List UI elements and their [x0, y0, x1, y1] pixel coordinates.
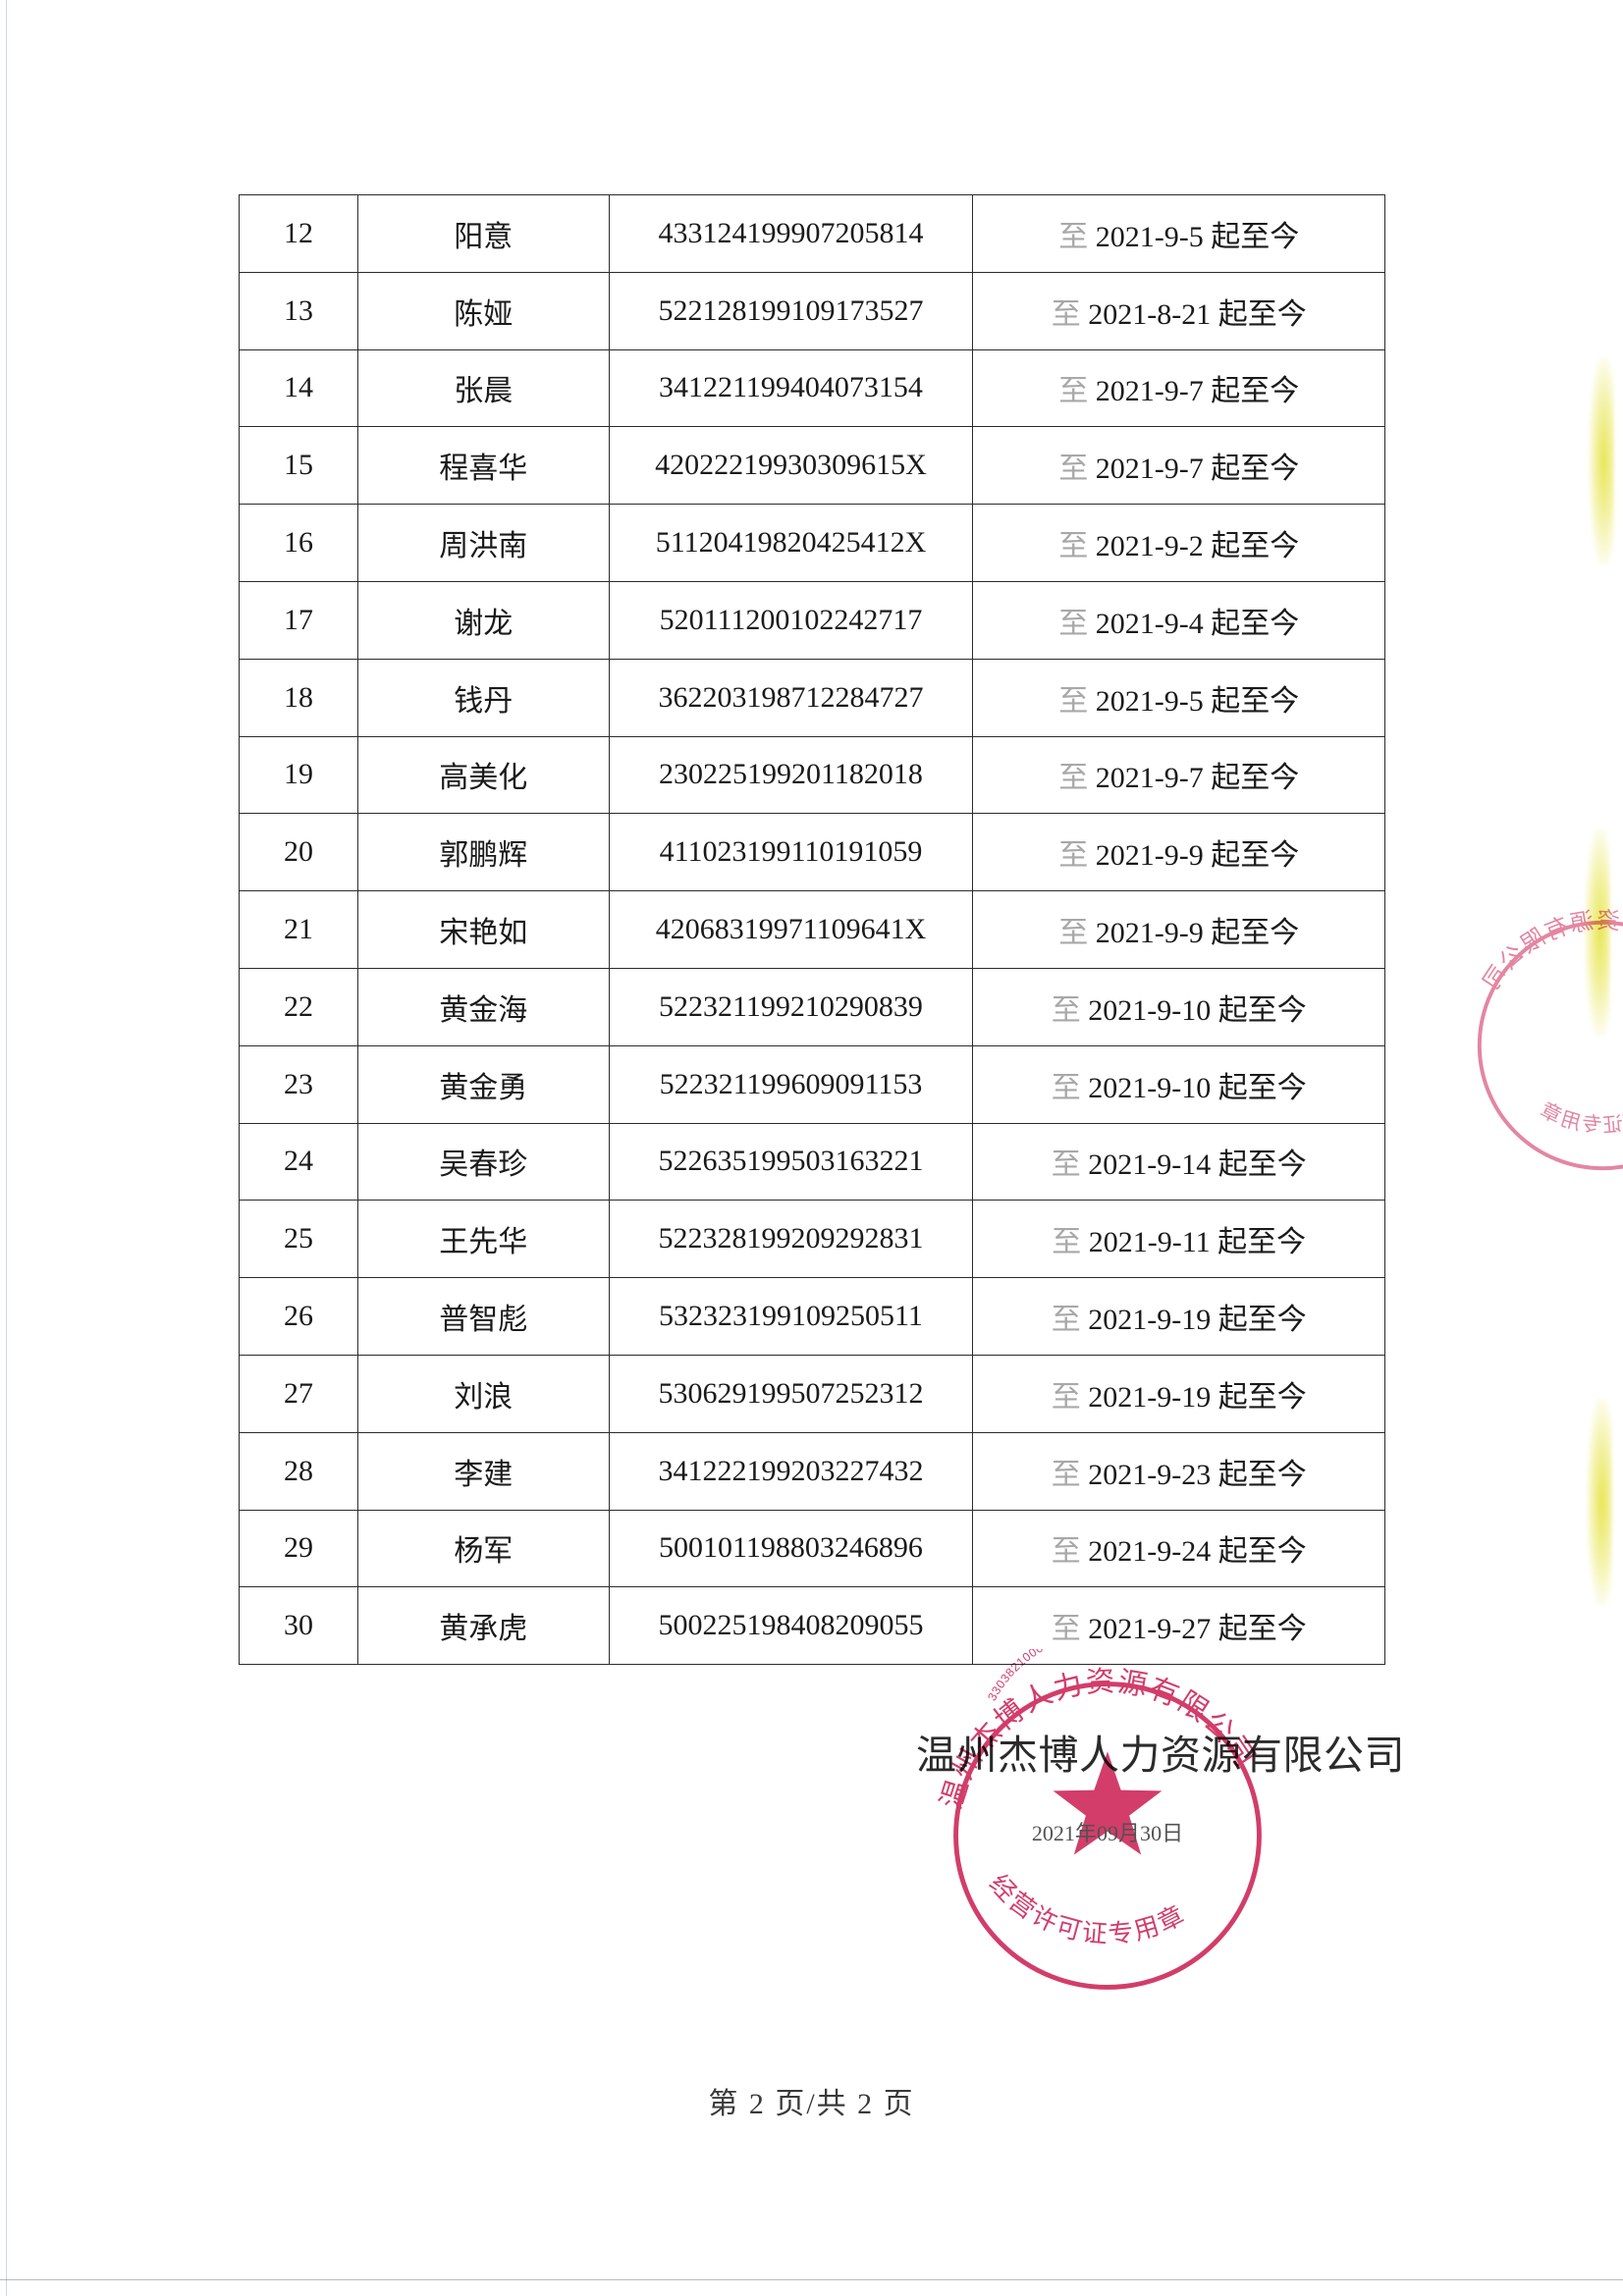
svg-text:经营许可证专用章: 经营许可证专用章: [984, 1869, 1191, 1949]
svg-text:2021年09月30日: 2021年09月30日: [1032, 1821, 1183, 1845]
svg-text:温州杰博人力资源有限公司: 温州杰博人力资源有限公司: [1478, 907, 1623, 1027]
svg-text:经营许可证专用章: 经营许可证专用章: [1535, 1072, 1623, 1137]
